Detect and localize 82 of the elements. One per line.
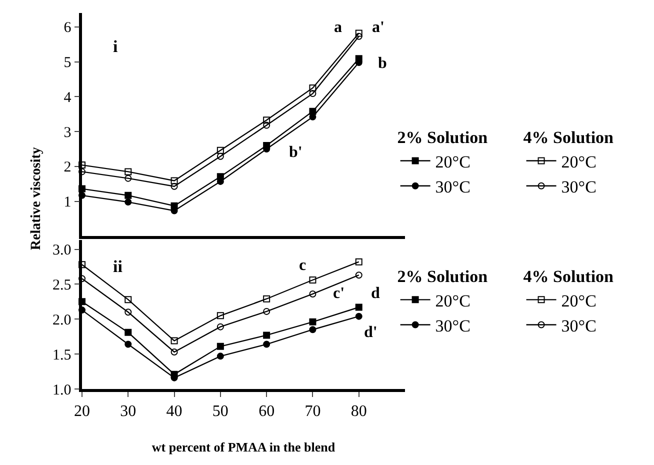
point [355,272,362,279]
point [309,276,316,284]
point [124,192,132,199]
point [216,352,224,360]
point [263,340,270,348]
point [124,296,132,304]
legend-label: 30°C [561,316,596,336]
annotation: i [113,37,118,56]
point [216,342,224,350]
y-tick-label: 1 [64,194,72,211]
y-tick-label: 3 [64,124,72,141]
point [124,308,132,316]
legend-label: 20°C [561,291,596,310]
point [263,295,270,302]
y-tick-label: 2.5 [52,277,72,294]
y-tick-label: 2.0 [52,312,72,328]
annotation: ii [113,257,123,276]
point [355,32,362,40]
legend-label: 20°C [435,291,470,310]
annotation: c [299,257,306,274]
text: 2% Solution [397,267,488,286]
point [170,182,178,190]
point [263,332,270,339]
point [78,306,86,314]
annotation: b [378,55,387,72]
text: 2% Solution [397,128,488,148]
point [309,90,316,98]
annotation: d' [364,324,378,341]
y-tick-label: 1.5 [52,347,72,364]
y-tick-label: 5 [64,55,72,72]
point [355,30,362,37]
point [355,312,362,320]
x-tick-label: 20 [74,402,90,420]
annotation: c' [333,285,345,302]
point [355,258,362,266]
point [78,185,86,192]
y-axis-title: Relative viscosity [29,147,44,250]
point [124,328,132,336]
y-tick-label: 4 [64,90,72,106]
point [309,318,316,326]
y-tick-label: 2 [64,160,72,176]
point [263,122,270,129]
x-axis-title: wt percent of PMAA in the blend [152,440,336,455]
annotation: a [334,19,342,36]
point [170,348,178,356]
x-tick-label: 60 [258,402,275,420]
point [216,152,224,160]
text: 4% Solution [523,128,614,148]
x-tick-label: 70 [304,402,321,420]
legend-label: 20°C [561,152,596,172]
y-tick-label: 3.0 [52,242,72,259]
text: 4% Solution [523,267,614,286]
legend-label: 30°C [435,316,470,336]
point [170,337,178,344]
x-tick-label: 30 [120,402,136,420]
point [355,304,362,311]
x-tick-label: 50 [212,402,228,420]
legend-label: 30°C [561,178,596,197]
point [216,312,224,320]
y-tick-label: 1.0 [52,382,72,398]
point [124,168,132,176]
legend-label: 30°C [435,178,470,197]
x-tick-label: 80 [350,402,367,420]
point [78,192,86,199]
point [124,198,132,206]
point [78,298,86,306]
y-tick-label: 6 [64,20,72,36]
point [263,116,270,124]
point [309,326,316,334]
point [263,308,270,315]
annotation: b' [289,144,302,161]
point [124,340,132,348]
annotation: d [371,285,380,302]
point [124,174,132,182]
annotation: a' [372,19,384,36]
point [216,323,224,330]
point [216,146,224,154]
legend-label: 20°C [435,152,470,172]
point [309,290,316,298]
x-tick-label: 40 [166,402,182,420]
point [309,84,316,92]
point [170,177,178,184]
